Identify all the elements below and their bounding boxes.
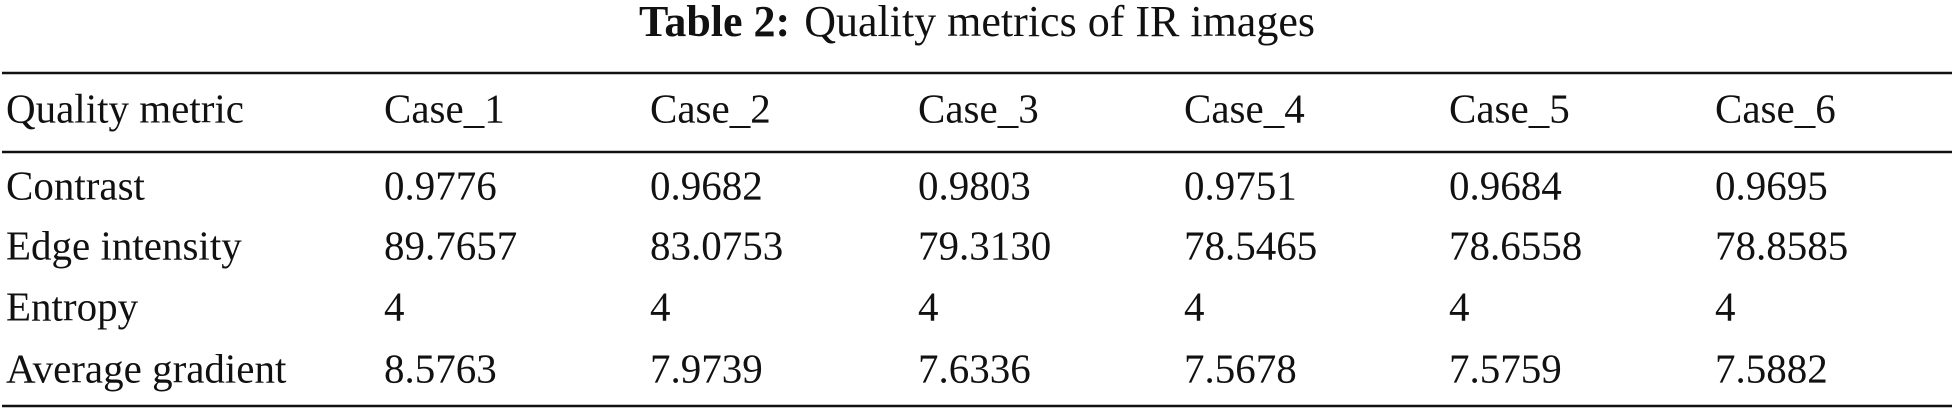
row-label: Average gradient (6, 345, 287, 391)
cell: 4 (1449, 283, 1470, 329)
header-cell: Case_6 (1715, 85, 1836, 131)
cell: 4 (1715, 283, 1736, 329)
cell: 7.9739 (650, 345, 763, 391)
cell: 0.9776 (384, 162, 497, 208)
cell: 79.3130 (918, 222, 1051, 268)
cell: 8.5763 (384, 345, 497, 391)
header-cell: Case_4 (1184, 85, 1305, 131)
cell: 78.5465 (1184, 222, 1317, 268)
cell: 78.8585 (1715, 222, 1848, 268)
cell: 4 (918, 283, 939, 329)
cell: 0.9803 (918, 162, 1031, 208)
cell: 89.7657 (384, 222, 517, 268)
header-cell: Case_3 (918, 85, 1039, 131)
cell: 4 (1184, 283, 1205, 329)
cell: 4 (650, 283, 671, 329)
caption-label: Table 2: (639, 0, 790, 46)
cell: 7.5882 (1715, 345, 1828, 391)
cell: 78.6558 (1449, 222, 1582, 268)
cell: 0.9751 (1184, 162, 1297, 208)
cell: 7.5759 (1449, 345, 1562, 391)
caption-title: Quality metrics of IR images (804, 0, 1315, 46)
cell: 7.5678 (1184, 345, 1297, 391)
row-label: Contrast (6, 162, 146, 208)
header-cell: Case_2 (650, 85, 771, 131)
cell: 7.6336 (918, 345, 1031, 391)
row-label: Edge intensity (6, 222, 242, 268)
cell: 0.9695 (1715, 162, 1828, 208)
cell: 0.9682 (650, 162, 763, 208)
caption: Table 2: Quality metrics of IR images (639, 0, 1315, 46)
row-label: Entropy (6, 283, 139, 329)
cell: 83.0753 (650, 222, 783, 268)
cell: 0.9684 (1449, 162, 1562, 208)
cell: 4 (384, 283, 405, 329)
header-cell: Quality metric (6, 85, 244, 131)
header-cell: Case_5 (1449, 85, 1570, 131)
header-cell: Case_1 (384, 85, 505, 131)
